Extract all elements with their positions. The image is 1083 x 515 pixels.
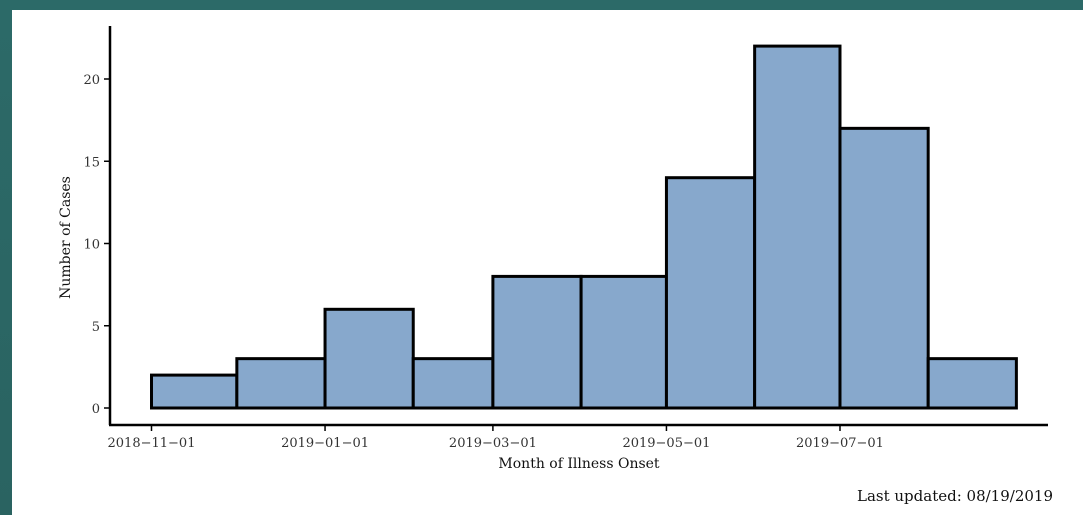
- y-tick-label: 15: [83, 155, 100, 170]
- x-axis-title: Month of Illness Onset: [498, 456, 660, 472]
- x-tick-label: 2019−05−01: [622, 436, 710, 451]
- histogram-bar: [491, 274, 583, 410]
- x-tick-label: 2019−01−01: [281, 436, 369, 451]
- histogram-bar: [838, 126, 930, 410]
- y-tick-label: 20: [83, 73, 100, 88]
- last-updated-text: Last updated: 08/19/2019: [857, 487, 1053, 505]
- histogram-bar: [323, 307, 415, 410]
- histogram-bar: [664, 176, 757, 410]
- x-tick-label: 2018−11−01: [108, 436, 196, 451]
- x-tick-label: 2019−07−01: [796, 436, 884, 451]
- y-tick-label: 5: [92, 320, 100, 335]
- y-tick-label: 10: [83, 238, 100, 253]
- histogram-bar: [579, 274, 668, 410]
- y-tick-label: 0: [92, 402, 100, 417]
- x-tick-label: 2019−03−01: [449, 436, 537, 451]
- histogram-bar: [411, 357, 495, 410]
- histogram-bar: [926, 357, 1018, 410]
- histogram-bar: [150, 373, 239, 410]
- histogram-chart: 0 5 10 15 20 2018−11−01 2019−01−01 2019−03−01 20…: [58, 26, 1048, 472]
- chart-panel: 0 5 10 15 20 2018−11−01 2019−01−01 2019−03−01 20…: [12, 10, 1083, 515]
- histogram-bar: [235, 357, 327, 410]
- histogram-bar: [753, 44, 842, 410]
- y-axis-title: Number of Cases: [58, 176, 74, 299]
